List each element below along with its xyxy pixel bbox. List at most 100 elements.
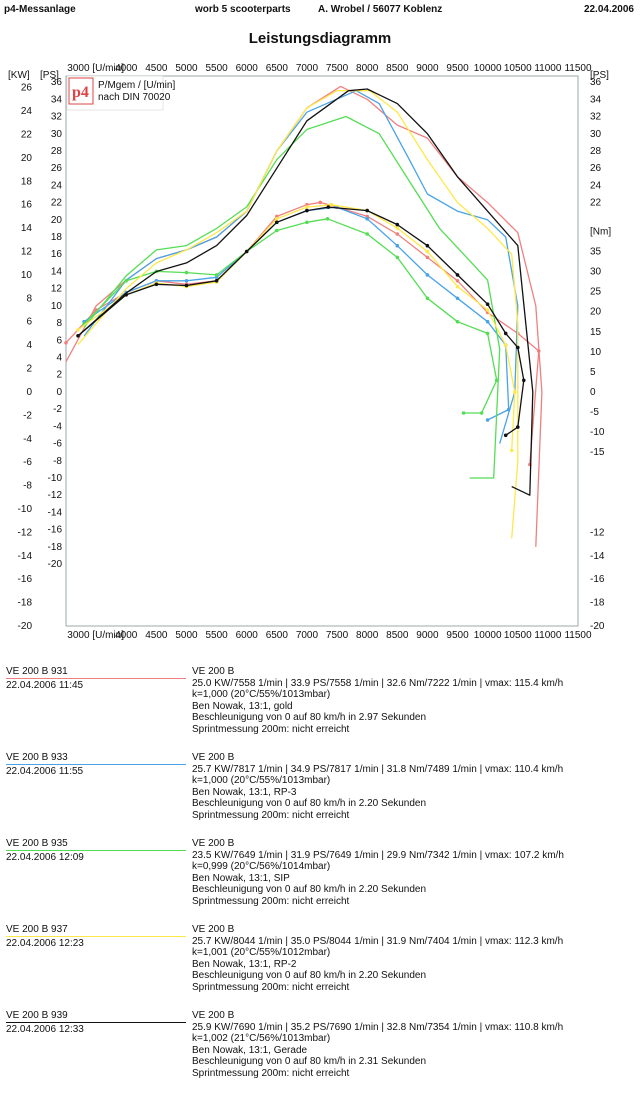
y-left-tick-label: -14 [18,551,33,562]
y-ps-tick-label: -8 [53,456,62,467]
run-date: 22.04.2006 11:45 [6,680,84,691]
torque-point [395,222,400,227]
y-ps-tick-label: -10 [48,473,63,484]
run-factor: k=1,000 (20°C/55%/1013mbar) [192,689,331,700]
y-left-tick-label: 20 [21,153,33,164]
run-date: 22.04.2006 12:33 [6,1024,84,1035]
run-entry: VE 200 B 939 22.04.2006 12:33 VE 200 B 25.9… [0,1004,640,1090]
x-tick-label-top: 6000 [236,63,259,74]
y-nm-tick-label: 15 [590,327,602,338]
run-summary: 25.7 KW/7817 1/min | 34.9 PS/7817 1/min … [192,763,564,775]
x-tick-label-top: 9000 [416,63,439,74]
run-color-line [6,678,186,679]
y-right-ps-tick-label: 30 [590,129,602,140]
y-ps-tick-label: 22 [51,198,63,209]
torque-point [503,343,508,347]
y-ps-tick-label: -16 [48,525,63,536]
torque-point [425,243,430,248]
y-left-tick-label: -16 [18,574,33,585]
torque-point [485,308,490,312]
run-summary: 25.7 KW/8044 1/min | 35.0 PS/8044 1/min … [192,935,564,947]
run-date: 22.04.2006 12:23 [6,938,84,949]
p4-logo-frame [68,77,94,105]
run-rider: Ben Nowak, 13:1, gold [192,700,293,712]
run-sprint: Sprintmessung 200m: nicht erreicht [192,723,350,735]
torque-point [214,273,219,277]
y-right-ps-unit: [PS] [590,70,609,81]
header-shop: worb 5 scooterparts [195,4,291,15]
torque-point [395,226,400,230]
y-left-tick-label: 22 [21,130,33,141]
x-tick-label-bottom: 5000 [175,630,198,641]
torque-point [455,273,460,277]
run-entry: VE 200 B 937 22.04.2006 12:23 VE 200 B 25.7… [0,918,640,1004]
y-ps-tick-label: 14 [51,266,63,277]
torque-point [425,255,430,260]
y-right-ps-tick-label: 26 [590,163,602,174]
run-accel: Beschleunigung von 0 auf 80 km/h in 2.20… [192,970,427,981]
torque-point [395,255,400,260]
run-model: VE 200 B [192,838,235,849]
y-right-ps-tick-label: 28 [590,146,602,157]
torque-point [365,217,370,221]
run-summary: 23.5 KW/7649 1/min | 31.9 PS/7649 1/min … [192,849,564,861]
torque-point [503,433,508,438]
run-sprint: Sprintmessung 200m: nicht erreicht [192,981,350,993]
y-right-lower-tick-label: -16 [590,574,605,585]
x-tick-label-top: 9500 [446,63,469,74]
torque-point [455,284,460,289]
torque-point [154,282,159,287]
torque-point [461,411,466,415]
run-rider: Ben Nowak, 13:1, RP-3 [192,786,297,798]
run-details: VE 200 B 25.7 KW/8044 1/min | 35.0 PS/804… [192,924,632,993]
x-tick-label-bottom: 4000 [115,630,138,641]
y-ps-tick-label: 20 [51,215,63,226]
y-right-ps-tick-label: 36 [590,77,602,88]
run-sprint: Sprintmessung 200m: nicht erreicht [192,809,350,821]
torque-point [365,232,370,236]
x-tick-label-bottom: 7000 [296,630,319,641]
x-tick-label-bottom: 8500 [386,630,409,641]
y-right-lower-tick-label: -20 [590,621,605,632]
y-nm-tick-label: 10 [590,347,602,358]
run-date: 22.04.2006 12:09 [6,852,84,863]
run-summary: 25.9 KW/7690 1/min | 35.2 PS/7690 1/min … [192,1021,564,1033]
y-nm-tick-label: 35 [590,247,602,258]
run-color-line [6,936,186,937]
run-model: VE 200 B [192,666,235,677]
chart-series [64,85,543,547]
y-ps-tick-label: 10 [51,301,63,312]
torque-point [184,283,189,288]
y-ps-tick-label: -12 [48,490,63,501]
run-details: VE 200 B 23.5 KW/7649 1/min | 31.9 PS/764… [192,838,632,907]
x-tick-label-top: 11000 [534,63,562,74]
x-tick-label-top: 10500 [504,63,532,74]
y-ps-tick-label: 16 [51,249,63,260]
torque-point [516,425,520,429]
torque-point [509,448,514,453]
y-nm-tick-label: 5 [590,367,596,378]
run-name: VE 200 B 935 [6,838,68,849]
x-tick-label-top: 4500 [145,63,168,74]
legend-line-2: nach DIN 70020 [98,92,171,103]
y-left-tick-label: 2 [26,364,32,375]
y-ps-tick-label: -4 [53,421,62,432]
x-tick-label-bottom: 9000 [416,630,439,641]
y-nm-tick-label: -5 [590,407,599,418]
torque-point [76,328,80,332]
y-left-tick-label: 10 [21,270,33,281]
header-date: 22.04.2006 [583,4,634,15]
x-tick-label-bottom: 6000 [236,630,259,641]
y-ps-tick-label: -14 [48,507,63,518]
legend-line-1: P/Mgem / [U/min] [98,80,175,91]
y-ps-tick-label: 8 [56,318,62,329]
y-nm-tick-label: -15 [590,447,605,458]
y-ps-tick-label: -2 [53,404,62,415]
run-details: VE 200 B 25.9 KW/7690 1/min | 35.2 PS/769… [192,1010,632,1079]
run-color-line [6,850,186,851]
y-left-tick-label: -2 [23,410,32,421]
y-left-tick-label: -4 [23,434,32,445]
torque-point [522,378,526,383]
torque-point [329,202,334,207]
y-ps-tick-label: 28 [51,146,63,157]
